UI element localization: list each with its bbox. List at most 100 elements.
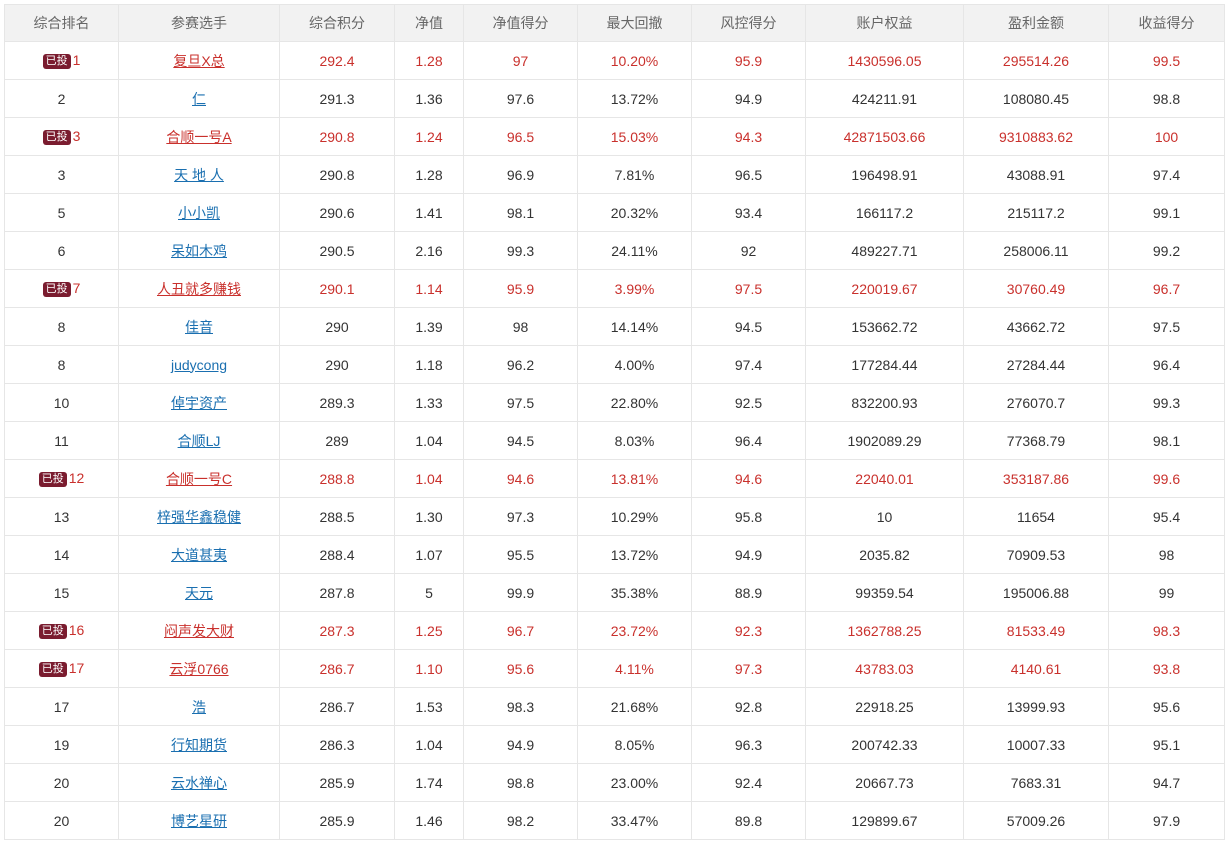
player-link[interactable]: judycong	[170, 356, 228, 373]
profit-cell: 70909.53	[963, 535, 1109, 574]
player-link[interactable]: 云浮0766	[169, 660, 229, 677]
invested-badge: 已投	[42, 282, 71, 297]
player-link[interactable]: 博艺星研	[171, 812, 227, 829]
rank-value: 11	[54, 432, 69, 449]
table-row: 11 合顺LJ 289 1.04 94.5 8.03% 96.4 1902089.29 7736…	[4, 421, 1225, 460]
profit-cell: 43088.91	[963, 155, 1109, 194]
table-row: 20 博艺星研 285.9 1.46 98.2 33.47% 89.8 129899.67 57…	[4, 801, 1225, 840]
header-nav-score[interactable]: 净值得分	[463, 4, 578, 42]
nav-cell: 1.33	[394, 383, 464, 422]
player-link[interactable]: 小小凯	[178, 204, 220, 221]
return-score-cell: 97.4	[1108, 155, 1225, 194]
player-link[interactable]: 闷声发大财	[164, 622, 234, 639]
player-link[interactable]: 合顺一号C	[165, 470, 233, 487]
player-link[interactable]: 佳音	[185, 318, 213, 335]
rank-cell: 14	[4, 535, 119, 574]
max-drawdown-cell: 10.29%	[577, 497, 692, 536]
return-score-cell: 99.3	[1108, 383, 1225, 422]
player-link[interactable]: 人丑就多赚钱	[157, 280, 241, 297]
player-link[interactable]: 合顺LJ	[177, 432, 221, 449]
rank-value: 8	[57, 318, 66, 335]
nav-cell: 1.18	[394, 345, 464, 384]
header-profit[interactable]: 盈利金额	[963, 4, 1109, 42]
equity-cell: 2035.82	[805, 535, 964, 574]
equity-cell: 1430596.05	[805, 41, 964, 80]
score-cell: 286.7	[279, 649, 395, 688]
player-link[interactable]: 大道甚夷	[171, 546, 227, 563]
nav-cell: 1.24	[394, 117, 464, 156]
table-row: 15 天元 287.8 5 99.9 35.38% 88.9 99359.54 195006.8…	[4, 573, 1225, 612]
equity-cell: 22918.25	[805, 687, 964, 726]
profit-cell: 108080.45	[963, 79, 1109, 118]
table-row: 2 仁 291.3 1.36 97.6 13.72% 94.9 424211.91 108080…	[4, 79, 1225, 118]
nav-cell: 1.46	[394, 801, 464, 840]
invested-badge: 已投	[38, 472, 67, 487]
nav-score-cell: 98.8	[463, 763, 578, 802]
return-score-cell: 96.4	[1108, 345, 1225, 384]
return-score-cell: 99.2	[1108, 231, 1225, 270]
nav-score-cell: 96.5	[463, 117, 578, 156]
return-score-cell: 94.7	[1108, 763, 1225, 802]
player-link[interactable]: 复旦X总	[173, 52, 225, 69]
nav-score-cell: 98.1	[463, 193, 578, 232]
profit-cell: 57009.26	[963, 801, 1109, 840]
player-link[interactable]: 合顺一号A	[166, 128, 232, 145]
nav-cell: 1.04	[394, 725, 464, 764]
player-link[interactable]: 云水禅心	[171, 774, 227, 791]
header-total-score[interactable]: 综合积分	[279, 4, 395, 42]
risk-score-cell: 97.5	[691, 269, 806, 308]
equity-cell: 129899.67	[805, 801, 964, 840]
max-drawdown-cell: 10.20%	[577, 41, 692, 80]
player-link[interactable]: 仁	[192, 90, 206, 107]
header-risk-score[interactable]: 风控得分	[691, 4, 806, 42]
player-link[interactable]: 梓强华鑫稳健	[157, 508, 241, 525]
risk-score-cell: 93.4	[691, 193, 806, 232]
player-cell: 合顺一号C	[118, 459, 280, 498]
rank-value: 7	[72, 280, 81, 296]
player-cell: 云水禅心	[118, 763, 280, 802]
rank-cell: 17	[4, 687, 119, 726]
max-drawdown-cell: 15.03%	[577, 117, 692, 156]
player-cell: 天 地 人	[118, 155, 280, 194]
player-link[interactable]: 行知期货	[171, 736, 227, 753]
player-cell: 行知期货	[118, 725, 280, 764]
player-link[interactable]: 天 地 人	[174, 166, 224, 183]
player-link[interactable]: 倬宇资产	[171, 394, 227, 411]
table-header: 综合排名 参赛选手 综合积分 净值 净值得分 最大回撤 风控得分 账户权益 盈利…	[4, 4, 1225, 42]
header-return-score[interactable]: 收益得分	[1108, 4, 1225, 42]
table-row: 8 佳音 290 1.39 98 14.14% 94.5 153662.72 43662.72 9…	[4, 307, 1225, 346]
rank-cell: 10	[4, 383, 119, 422]
risk-score-cell: 94.6	[691, 459, 806, 498]
player-link[interactable]: 浩	[192, 698, 206, 715]
max-drawdown-cell: 35.38%	[577, 573, 692, 612]
header-max-drawdown[interactable]: 最大回撤	[577, 4, 692, 42]
header-nav[interactable]: 净值	[394, 4, 464, 42]
return-score-cell: 93.8	[1108, 649, 1225, 688]
player-link[interactable]: 呆如木鸡	[171, 242, 227, 259]
return-score-cell: 98	[1108, 535, 1225, 574]
nav-cell: 1.04	[394, 421, 464, 460]
nav-score-cell: 97.5	[463, 383, 578, 422]
player-link[interactable]: 天元	[185, 584, 213, 601]
rank-value: 8	[57, 356, 66, 373]
invested-badge: 已投	[42, 54, 71, 69]
profit-cell: 11654	[963, 497, 1109, 536]
return-score-cell: 99.6	[1108, 459, 1225, 498]
nav-cell: 1.30	[394, 497, 464, 536]
player-cell: 仁	[118, 79, 280, 118]
score-cell: 290.8	[279, 155, 395, 194]
table-row: 已投 17 云浮0766 286.7 1.10 95.6 4.11% 97.3 43783.03…	[4, 649, 1225, 688]
nav-score-cell: 96.2	[463, 345, 578, 384]
rank-value: 16	[68, 622, 85, 638]
equity-cell: 43783.03	[805, 649, 964, 688]
header-rank[interactable]: 综合排名	[4, 4, 119, 42]
nav-cell: 1.04	[394, 459, 464, 498]
equity-cell: 489227.71	[805, 231, 964, 270]
equity-cell: 42871503.66	[805, 117, 964, 156]
header-equity[interactable]: 账户权益	[805, 4, 964, 42]
header-player[interactable]: 参赛选手	[118, 4, 280, 42]
rank-cell: 已投 7	[4, 269, 119, 308]
nav-cell: 1.10	[394, 649, 464, 688]
max-drawdown-cell: 3.99%	[577, 269, 692, 308]
